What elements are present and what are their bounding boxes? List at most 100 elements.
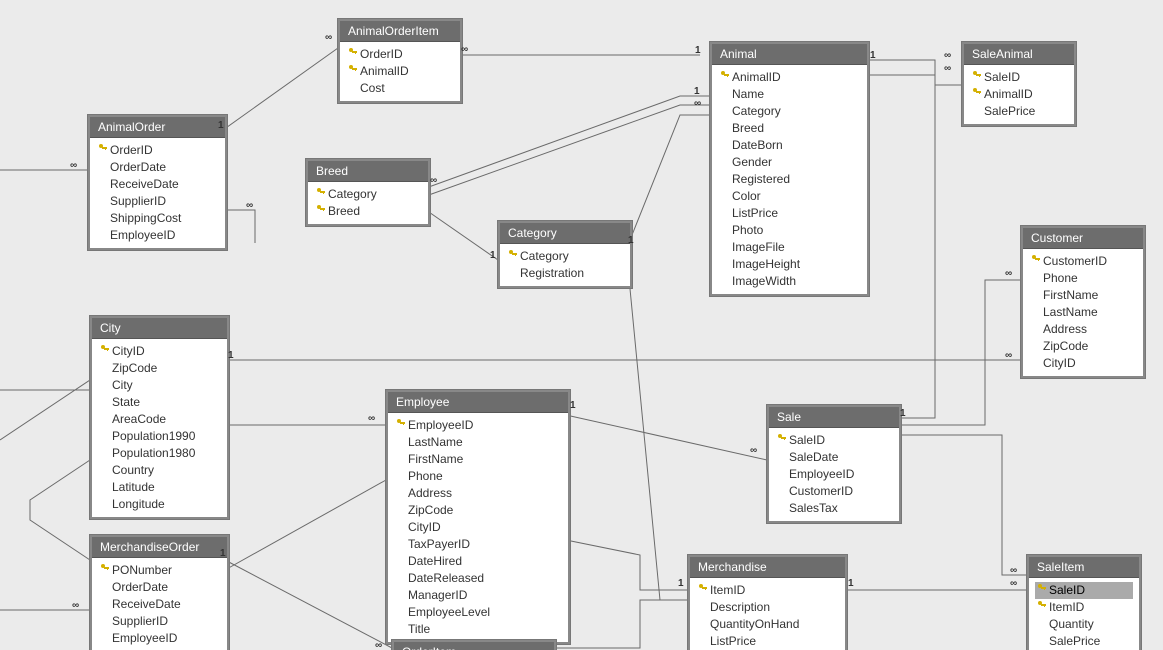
- field-row[interactable]: EmployeeID: [98, 630, 221, 647]
- entity-header[interactable]: AnimalOrderItem: [340, 21, 460, 42]
- field-row[interactable]: DateReleased: [394, 570, 562, 587]
- field-row[interactable]: PONumber: [98, 562, 221, 579]
- entity-sale[interactable]: Sale SaleIDSaleDateEmployeeIDCustomerIDSa…: [767, 405, 901, 523]
- field-row[interactable]: ImageHeight: [718, 256, 861, 273]
- field-row[interactable]: SupplierID: [96, 193, 219, 210]
- entity-header[interactable]: Employee: [388, 392, 568, 413]
- entity-orderitem[interactable]: OrderItemPONumber: [392, 640, 556, 650]
- field-row[interactable]: Population1980: [98, 445, 221, 462]
- field-row[interactable]: Address: [1029, 321, 1137, 338]
- entity-header[interactable]: SaleItem: [1029, 557, 1139, 578]
- field-row[interactable]: SaleID: [775, 432, 893, 449]
- field-row[interactable]: Title: [394, 621, 562, 638]
- field-row[interactable]: LastName: [394, 434, 562, 451]
- field-row[interactable]: CityID: [98, 343, 221, 360]
- field-row[interactable]: Breed: [314, 203, 422, 220]
- field-row[interactable]: Category: [506, 248, 624, 265]
- field-row[interactable]: Phone: [394, 468, 562, 485]
- field-row[interactable]: SaleID: [970, 69, 1068, 86]
- field-row[interactable]: ShippingCost: [96, 210, 219, 227]
- field-row[interactable]: CustomerID: [775, 483, 893, 500]
- field-row[interactable]: ZipCode: [1029, 338, 1137, 355]
- entity-customer[interactable]: Customer CustomerIDPhoneFirstNameLastName…: [1021, 226, 1145, 378]
- field-row[interactable]: FirstName: [394, 451, 562, 468]
- field-row[interactable]: OrderID: [96, 142, 219, 159]
- field-row[interactable]: Name: [718, 86, 861, 103]
- field-row[interactable]: SalesTax: [775, 500, 893, 517]
- entity-header[interactable]: OrderItem: [394, 642, 554, 650]
- field-row[interactable]: ManagerID: [394, 587, 562, 604]
- field-row[interactable]: EmployeeID: [394, 417, 562, 434]
- field-row[interactable]: AnimalID: [970, 86, 1068, 103]
- entity-breed[interactable]: BreedCategoryBreed: [306, 159, 430, 226]
- field-row[interactable]: AnimalID: [346, 63, 454, 80]
- field-row[interactable]: Longitude: [98, 496, 221, 513]
- entity-header[interactable]: Sale: [769, 407, 899, 428]
- field-row[interactable]: EmployeeLevel: [394, 604, 562, 621]
- field-row[interactable]: Breed: [718, 120, 861, 137]
- entity-category[interactable]: CategoryCategoryRegistration: [498, 221, 632, 288]
- field-row[interactable]: Photo: [718, 222, 861, 239]
- field-row[interactable]: ImageFile: [718, 239, 861, 256]
- field-row[interactable]: Latitude: [98, 479, 221, 496]
- field-row[interactable]: DateBorn: [718, 137, 861, 154]
- entity-header[interactable]: AnimalOrder: [90, 117, 225, 138]
- field-row[interactable]: CityID: [394, 519, 562, 536]
- field-row[interactable]: CustomerID: [1029, 253, 1137, 270]
- entity-city[interactable]: CityCityIDZipCodeCityStateAreaCodePopula…: [90, 316, 229, 519]
- entity-header[interactable]: Category: [500, 223, 630, 244]
- field-row[interactable]: Country: [98, 462, 221, 479]
- entity-header[interactable]: City: [92, 318, 227, 339]
- field-row[interactable]: OrderID: [346, 46, 454, 63]
- field-row[interactable]: EmployeeID: [775, 466, 893, 483]
- entity-header[interactable]: SaleAnimal: [964, 44, 1074, 65]
- field-row[interactable]: Description: [696, 599, 839, 616]
- entity-animalorder[interactable]: AnimalOrder OrderIDOrderDateReceiveDateSu…: [88, 115, 227, 250]
- entity-employee[interactable]: Employee EmployeeIDLastNameFirstNamePhone…: [386, 390, 570, 644]
- field-row[interactable]: Category: [314, 186, 422, 203]
- field-row[interactable]: Address: [394, 485, 562, 502]
- field-row[interactable]: State: [98, 394, 221, 411]
- field-row[interactable]: AreaCode: [98, 411, 221, 428]
- field-row[interactable]: Quantity: [1035, 616, 1133, 633]
- field-row[interactable]: Registered: [718, 171, 861, 188]
- field-row[interactable]: TaxPayerID: [394, 536, 562, 553]
- entity-header[interactable]: Customer: [1023, 228, 1143, 249]
- field-row[interactable]: Category: [718, 103, 861, 120]
- entity-header[interactable]: Breed: [308, 161, 428, 182]
- field-row[interactable]: SalePrice: [970, 103, 1068, 120]
- field-row[interactable]: QuantityOnHand: [696, 616, 839, 633]
- field-row[interactable]: ReceiveDate: [98, 596, 221, 613]
- field-row[interactable]: OrderDate: [98, 579, 221, 596]
- entity-animalorderitem[interactable]: AnimalOrderItem OrderIDAnimalIDCost: [338, 19, 462, 103]
- entity-header[interactable]: MerchandiseOrder: [92, 537, 227, 558]
- field-row[interactable]: LastName: [1029, 304, 1137, 321]
- field-row[interactable]: CityID: [1029, 355, 1137, 372]
- field-row[interactable]: Registration: [506, 265, 624, 282]
- field-row[interactable]: ReceiveDate: [96, 176, 219, 193]
- field-row[interactable]: SupplierID: [98, 613, 221, 630]
- field-row[interactable]: ItemID: [696, 582, 839, 599]
- field-row[interactable]: Population1990: [98, 428, 221, 445]
- field-row[interactable]: ZipCode: [394, 502, 562, 519]
- field-row[interactable]: City: [98, 377, 221, 394]
- field-row[interactable]: ImageWidth: [718, 273, 861, 290]
- field-row[interactable]: Cost: [346, 80, 454, 97]
- entity-saleanimal[interactable]: SaleAnimal SaleIDAnimalIDSalePrice: [962, 42, 1076, 126]
- field-row[interactable]: ItemID: [1035, 599, 1133, 616]
- field-row[interactable]: Gender: [718, 154, 861, 171]
- field-row[interactable]: OrderDate: [96, 159, 219, 176]
- field-row[interactable]: Phone: [1029, 270, 1137, 287]
- field-row[interactable]: SaleDate: [775, 449, 893, 466]
- field-row[interactable]: AnimalID: [718, 69, 861, 86]
- entity-header[interactable]: Merchandise: [690, 557, 845, 578]
- entity-merchandise[interactable]: Merchandise ItemIDDescriptionQuantityOnHa…: [688, 555, 847, 650]
- field-row[interactable]: EmployeeID: [96, 227, 219, 244]
- field-row[interactable]: SalePrice: [1035, 633, 1133, 650]
- entity-header[interactable]: Animal: [712, 44, 867, 65]
- field-row[interactable]: DateHired: [394, 553, 562, 570]
- field-row[interactable]: ZipCode: [98, 360, 221, 377]
- entity-merchandiseorder[interactable]: MerchandiseOrder PONumberOrderDateReceive…: [90, 535, 229, 650]
- field-row[interactable]: FirstName: [1029, 287, 1137, 304]
- field-row[interactable]: SaleID: [1035, 582, 1133, 599]
